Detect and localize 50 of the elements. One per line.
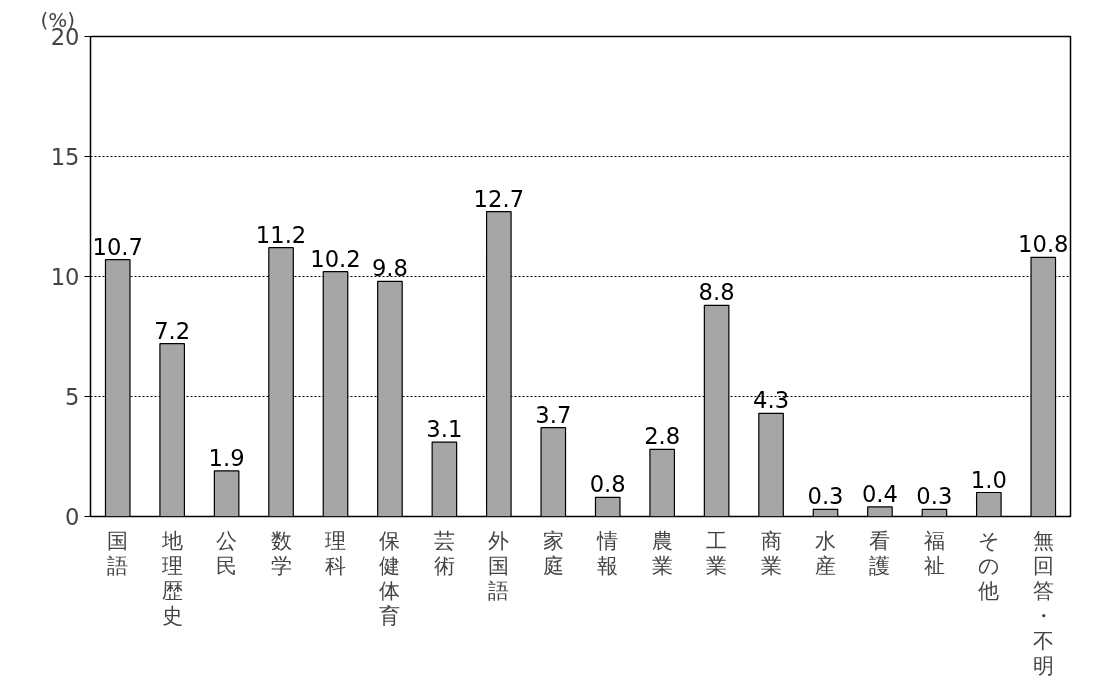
y-tick-label: 5 <box>65 384 80 410</box>
y-tick-label: 0 <box>65 504 80 530</box>
x-tick-label: 芸術 <box>433 527 455 578</box>
data-label: 3.1 <box>426 416 463 443</box>
x-tick-label: 外国語 <box>488 527 510 603</box>
data-label: 10.2 <box>310 245 361 272</box>
bar <box>431 441 458 517</box>
data-label: 12.7 <box>473 185 525 212</box>
x-tick-label: 家庭 <box>542 527 564 578</box>
x-tick-label: その他 <box>977 527 1000 603</box>
data-label: 10.7 <box>92 233 143 260</box>
bar <box>213 470 240 517</box>
data-label: 1.0 <box>970 466 1007 493</box>
bar <box>594 496 621 517</box>
bar <box>540 427 567 517</box>
x-tick-label: 福祉 <box>923 527 945 578</box>
y-tick-label: 10 <box>50 264 80 290</box>
bar <box>758 412 784 517</box>
data-label: 11.2 <box>255 221 307 248</box>
data-label: 2.8 <box>644 423 681 450</box>
data-label: 4.3 <box>753 387 790 414</box>
bar <box>649 448 676 517</box>
data-label: 7.2 <box>154 317 191 344</box>
x-tick-label: 公民 <box>216 527 238 578</box>
x-tick-label: 看護 <box>869 527 891 578</box>
x-tick-label: 国語 <box>107 527 129 578</box>
x-tick-label: 農業 <box>651 527 673 578</box>
data-label: 8.8 <box>698 279 735 306</box>
x-tick-label: 理科 <box>325 527 346 578</box>
x-tick-label: 保健体育 <box>379 527 401 628</box>
x-tick-label: 地理歴史 <box>160 527 183 628</box>
data-label: 0.3 <box>916 483 953 510</box>
x-tick-label: 数学 <box>270 527 292 578</box>
bar <box>975 491 1002 517</box>
data-label: 0.8 <box>589 471 626 498</box>
x-tick-label: 情報 <box>596 527 619 578</box>
x-tick-label: 工業 <box>706 527 728 578</box>
bar <box>159 343 186 517</box>
bar <box>867 506 893 517</box>
x-tick-label: 水産 <box>815 527 836 578</box>
data-label: 0.4 <box>861 480 898 507</box>
data-label: 9.8 <box>371 255 408 282</box>
data-label: 1.9 <box>208 444 245 471</box>
data-label: 10.8 <box>1018 231 1069 258</box>
x-tick-label: 商業 <box>760 527 782 578</box>
data-label: 3.7 <box>535 401 572 428</box>
y-tick-label: 15 <box>50 144 80 170</box>
data-label: 0.3 <box>807 483 844 510</box>
bar <box>921 508 948 517</box>
x-tick-label: 無回答・不明 <box>1032 527 1054 678</box>
